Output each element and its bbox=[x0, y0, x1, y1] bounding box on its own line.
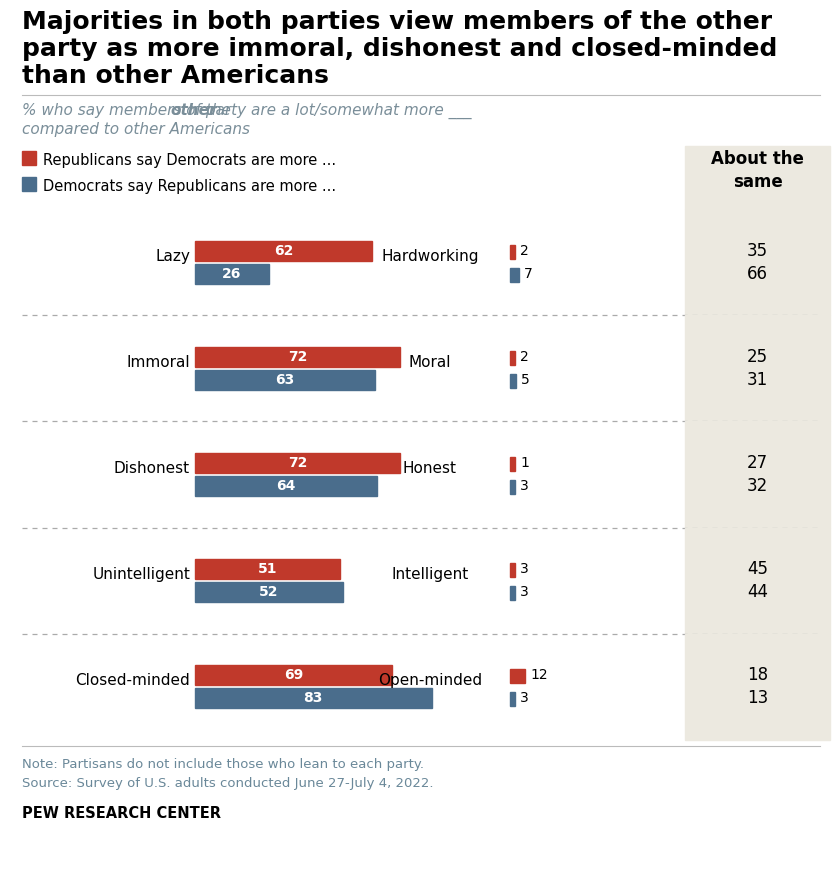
Bar bbox=[685, 209, 830, 315]
Text: Democrats say Republicans are more ...: Democrats say Republicans are more ... bbox=[43, 179, 336, 194]
Bar bbox=[685, 146, 830, 209]
Text: 35: 35 bbox=[747, 242, 768, 259]
Bar bbox=[195, 559, 340, 579]
Text: compared to other Americans: compared to other Americans bbox=[22, 122, 250, 137]
Text: 2: 2 bbox=[520, 350, 528, 364]
Bar bbox=[510, 480, 515, 494]
Text: 26: 26 bbox=[223, 266, 242, 281]
Bar bbox=[685, 315, 830, 422]
Text: Intelligent: Intelligent bbox=[391, 567, 469, 583]
Text: 5: 5 bbox=[522, 373, 530, 387]
Text: Note: Partisans do not include those who lean to each party.
Source: Survey of U: Note: Partisans do not include those who… bbox=[22, 758, 433, 790]
Text: 72: 72 bbox=[288, 350, 307, 364]
Bar bbox=[510, 244, 515, 258]
Bar bbox=[510, 457, 515, 471]
Bar bbox=[685, 422, 830, 527]
Text: Republicans say Democrats are more ...: Republicans say Democrats are more ... bbox=[43, 153, 336, 168]
Text: 32: 32 bbox=[747, 477, 768, 495]
Text: than other Americans: than other Americans bbox=[22, 64, 329, 88]
Text: 12: 12 bbox=[530, 669, 548, 682]
Bar bbox=[195, 347, 400, 367]
Text: 3: 3 bbox=[520, 479, 528, 493]
Text: % who say members of the: % who say members of the bbox=[22, 103, 236, 118]
Text: 2: 2 bbox=[520, 243, 528, 258]
Text: 63: 63 bbox=[276, 373, 294, 387]
Text: 52: 52 bbox=[260, 585, 279, 599]
Text: 7: 7 bbox=[524, 266, 533, 281]
Text: other: other bbox=[170, 103, 217, 118]
Bar bbox=[195, 453, 400, 473]
Text: party are a lot/somewhat more ___: party are a lot/somewhat more ___ bbox=[201, 103, 471, 119]
Text: Unintelligent: Unintelligent bbox=[92, 567, 190, 583]
Text: About the
same: About the same bbox=[711, 150, 804, 191]
Bar bbox=[22, 151, 36, 165]
Bar bbox=[685, 634, 830, 740]
Bar bbox=[195, 264, 269, 283]
Text: 1: 1 bbox=[520, 456, 529, 470]
Text: 3: 3 bbox=[520, 692, 528, 705]
Text: 18: 18 bbox=[747, 666, 768, 685]
Text: 83: 83 bbox=[303, 692, 323, 705]
Bar bbox=[510, 670, 525, 684]
Text: Dishonest: Dishonest bbox=[114, 461, 190, 476]
Text: Majorities in both parties view members of the other: Majorities in both parties view members … bbox=[22, 10, 772, 34]
Text: 69: 69 bbox=[284, 669, 303, 682]
Bar bbox=[510, 693, 515, 706]
Text: 13: 13 bbox=[747, 689, 768, 708]
Bar bbox=[195, 665, 391, 686]
Bar bbox=[510, 267, 519, 281]
Text: 45: 45 bbox=[747, 560, 768, 578]
Bar bbox=[195, 369, 375, 390]
Text: PEW RESEARCH CENTER: PEW RESEARCH CENTER bbox=[22, 806, 221, 821]
Text: Hardworking: Hardworking bbox=[381, 249, 479, 264]
Text: Immoral: Immoral bbox=[126, 355, 190, 369]
Text: 44: 44 bbox=[747, 583, 768, 601]
Text: 62: 62 bbox=[274, 243, 293, 258]
Bar bbox=[195, 241, 372, 260]
Text: 51: 51 bbox=[258, 562, 277, 576]
Bar bbox=[510, 374, 517, 388]
Text: 3: 3 bbox=[520, 585, 528, 599]
Text: Lazy: Lazy bbox=[155, 249, 190, 264]
Text: Honest: Honest bbox=[403, 461, 457, 476]
Text: 25: 25 bbox=[747, 348, 768, 366]
Bar bbox=[195, 583, 344, 602]
Text: 31: 31 bbox=[747, 371, 768, 389]
Text: 3: 3 bbox=[520, 562, 528, 576]
Text: 64: 64 bbox=[276, 479, 296, 493]
Bar bbox=[22, 177, 36, 191]
Bar bbox=[510, 351, 515, 365]
Bar bbox=[195, 688, 432, 709]
Bar bbox=[195, 476, 377, 496]
Text: Closed-minded: Closed-minded bbox=[76, 673, 190, 688]
Bar bbox=[685, 527, 830, 634]
Text: Moral: Moral bbox=[409, 355, 451, 369]
Text: 27: 27 bbox=[747, 454, 768, 472]
Bar bbox=[510, 563, 515, 577]
Text: 66: 66 bbox=[747, 265, 768, 282]
Bar bbox=[510, 586, 515, 600]
Text: 72: 72 bbox=[288, 456, 307, 470]
Text: party as more immoral, dishonest and closed-minded: party as more immoral, dishonest and clo… bbox=[22, 37, 777, 61]
Text: Open-minded: Open-minded bbox=[378, 673, 482, 688]
